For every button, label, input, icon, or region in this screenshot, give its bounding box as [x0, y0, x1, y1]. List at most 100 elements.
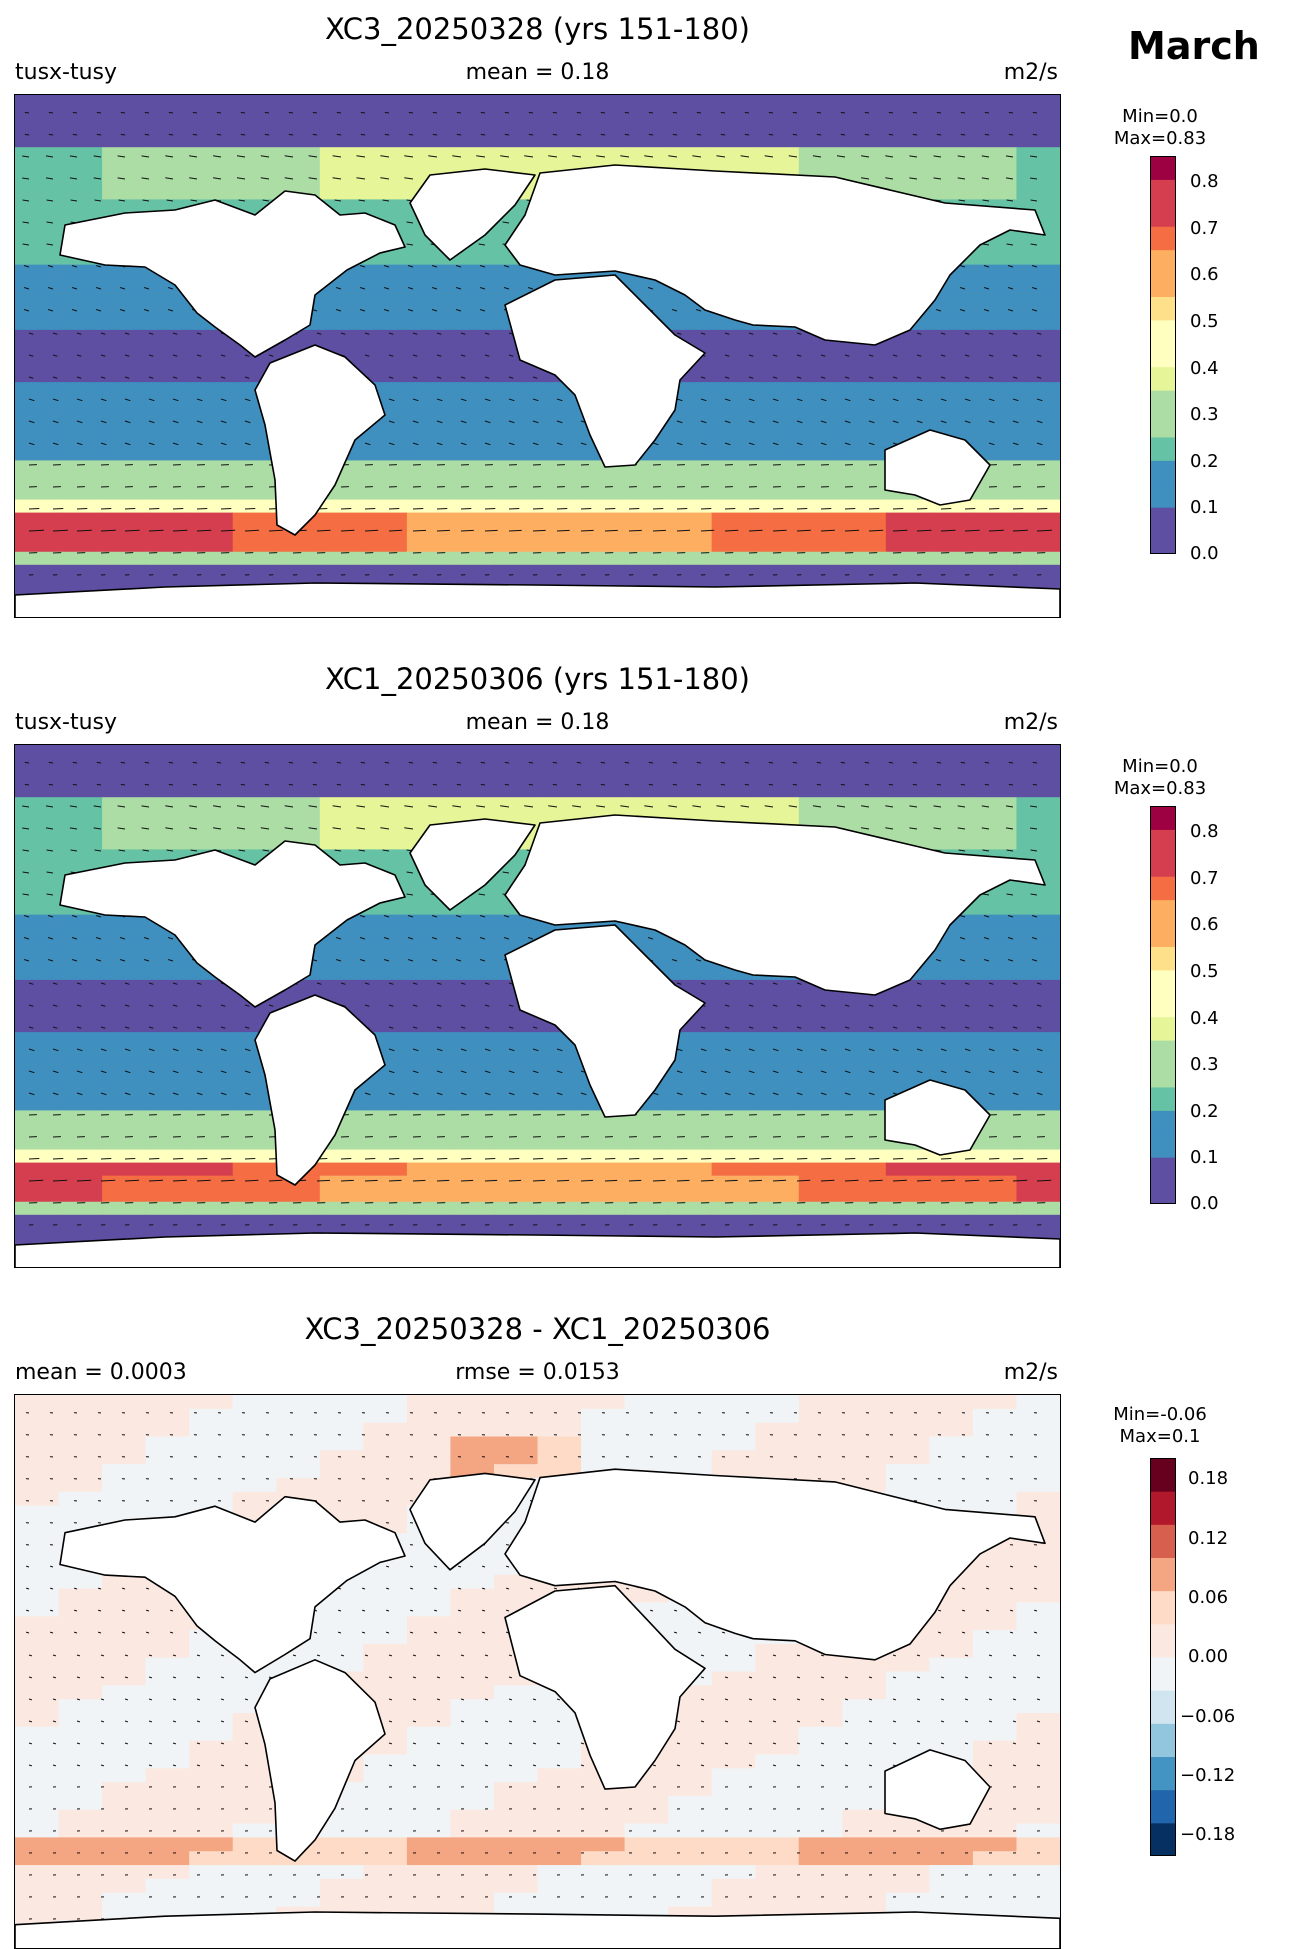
wind-arrow [73, 112, 77, 113]
field-cell [755, 1084, 799, 1098]
wind-arrow [361, 762, 365, 763]
field-cell [973, 369, 1017, 383]
field-cell [712, 1006, 756, 1020]
field-cell [625, 1163, 669, 1177]
field-cell [668, 1782, 712, 1796]
field-cell [450, 147, 494, 161]
wind-arrow [457, 762, 461, 763]
field-cell [799, 434, 843, 448]
field-cell [712, 1215, 756, 1229]
wind-arrow [749, 530, 763, 531]
wind-arrow [721, 134, 725, 135]
field-cell [15, 356, 59, 370]
wind-arrow [53, 530, 68, 531]
field-cell [1016, 1032, 1060, 1046]
field-cell [1016, 993, 1060, 1007]
field-cell [842, 134, 886, 148]
field-cell [450, 941, 494, 955]
field-cell [15, 95, 59, 109]
field-cell [320, 1464, 364, 1478]
field-cell [189, 1741, 233, 1755]
field-cell [233, 513, 277, 527]
field-cell [363, 1464, 407, 1478]
field-cell [102, 758, 146, 772]
field-cell [1016, 889, 1060, 903]
field-cell [146, 395, 190, 409]
field-cell [538, 565, 582, 579]
wind-arrow [361, 784, 365, 785]
field-cell [929, 1685, 973, 1699]
wind-arrow [985, 784, 989, 785]
field-cell [102, 1450, 146, 1464]
field-cell [450, 1575, 494, 1589]
field-cell [450, 1837, 494, 1851]
field-cell [59, 1685, 103, 1699]
field-cell [450, 1176, 494, 1190]
panel-2-colorbar-scale [1150, 806, 1176, 1204]
field-cell [363, 1589, 407, 1603]
field-cell [973, 1865, 1017, 1879]
field-cell [1016, 745, 1060, 759]
field-cell [712, 1110, 756, 1124]
field-cell [15, 1450, 59, 1464]
wind-arrow [629, 1180, 641, 1181]
field-cell [450, 1879, 494, 1893]
colorbar-band [1150, 273, 1176, 297]
field-cell [450, 967, 494, 981]
wind-arrow [917, 1159, 927, 1160]
field-cell [320, 147, 364, 161]
field-cell [276, 758, 320, 772]
field-cell [15, 849, 59, 863]
field-cell [450, 1110, 494, 1124]
field-cell [625, 565, 669, 579]
field-cell [102, 369, 146, 383]
field-cell [755, 447, 799, 461]
field-cell [755, 1202, 799, 1216]
wind-arrow [989, 530, 1004, 531]
field-cell [973, 1202, 1017, 1216]
field-cell [1016, 1464, 1060, 1478]
field-cell [799, 1110, 843, 1124]
wind-arrow [913, 112, 917, 113]
wind-arrow [1009, 112, 1013, 113]
wind-arrow [245, 1180, 258, 1181]
field-cell [929, 539, 973, 553]
field-cell [668, 1436, 712, 1450]
field-cell [59, 1423, 103, 1437]
field-cell [407, 291, 451, 305]
field-cell [712, 1436, 756, 1450]
field-cell [450, 1727, 494, 1741]
wind-arrow [985, 134, 989, 135]
field-cell [15, 967, 59, 981]
field-cell [320, 330, 364, 344]
field-cell [538, 447, 582, 461]
wind-arrow [865, 762, 869, 763]
field-cell [842, 1879, 886, 1893]
field-cell [1016, 1796, 1060, 1810]
field-cell [799, 1189, 843, 1203]
field-cell [1016, 160, 1060, 174]
field-cell [15, 1713, 59, 1727]
field-cell [59, 1071, 103, 1085]
continent-antarctica [15, 583, 1060, 617]
field-cell [973, 1395, 1017, 1409]
field-cell [494, 1796, 538, 1810]
wind-arrow [965, 1159, 975, 1160]
field-cell [15, 797, 59, 811]
wind-arrow [317, 530, 331, 531]
field-cell [189, 1084, 233, 1098]
field-cell [320, 797, 364, 811]
field-cell [146, 1395, 190, 1409]
field-cell [886, 1464, 930, 1478]
field-cell [363, 1506, 407, 1520]
field-cell [886, 1879, 930, 1893]
field-cell [189, 134, 233, 148]
wind-arrow [481, 112, 485, 113]
field-cell [59, 1851, 103, 1865]
field-cell [712, 1097, 756, 1111]
field-cell [59, 941, 103, 955]
panel-2-cb-tick: 0.7 [1190, 868, 1219, 889]
field-cell [755, 810, 799, 824]
field-cell [929, 1879, 973, 1893]
wind-arrow [269, 1180, 282, 1181]
